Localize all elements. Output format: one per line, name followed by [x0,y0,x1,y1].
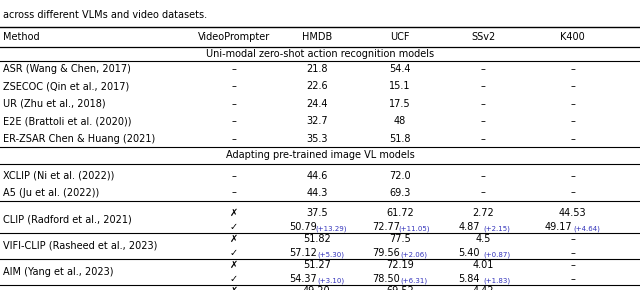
Text: 5.40: 5.40 [458,248,480,258]
Text: –: – [481,171,486,181]
Text: –: – [570,116,575,126]
Text: 72.77: 72.77 [372,222,400,232]
Text: 49.20: 49.20 [303,286,331,290]
Text: 4.87: 4.87 [458,222,480,232]
Text: ✓: ✓ [230,248,237,258]
Text: –: – [481,99,486,109]
Text: –: – [231,171,236,181]
Text: (+4.64): (+4.64) [573,225,600,232]
Text: 24.4: 24.4 [306,99,328,109]
Text: E2E (Brattoli et al. (2020)): E2E (Brattoli et al. (2020)) [3,116,132,126]
Text: SSv2: SSv2 [471,32,495,42]
Text: (+2.06): (+2.06) [401,251,428,258]
Text: 79.56: 79.56 [372,248,400,258]
Text: –: – [231,81,236,91]
Text: –: – [570,274,575,284]
Text: 35.3: 35.3 [306,134,328,144]
Text: –: – [231,188,236,197]
Text: A5 (Ju et al. (2022)): A5 (Ju et al. (2022)) [3,188,99,197]
Text: 51.27: 51.27 [303,260,331,270]
Text: (+11.05): (+11.05) [398,225,430,232]
Text: –: – [481,64,486,74]
Text: 48: 48 [394,116,406,126]
Text: ✗: ✗ [230,234,237,244]
Text: 78.50: 78.50 [372,274,400,284]
Text: (+2.15): (+2.15) [484,225,511,232]
Text: –: – [570,81,575,91]
Text: 32.7: 32.7 [306,116,328,126]
Text: (+3.10): (+3.10) [317,278,344,284]
Text: XCLIP (Ni et al. (2022)): XCLIP (Ni et al. (2022)) [3,171,115,181]
Text: –: – [481,134,486,144]
Text: 5.84: 5.84 [458,274,480,284]
Text: –: – [481,81,486,91]
Text: VideoPrompter: VideoPrompter [198,32,269,42]
Text: –: – [570,248,575,258]
Text: Adapting pre-trained image VL models: Adapting pre-trained image VL models [226,151,414,160]
Text: 50.79: 50.79 [289,222,317,232]
Text: –: – [231,99,236,109]
Text: 61.72: 61.72 [386,208,414,218]
Text: 17.5: 17.5 [389,99,411,109]
Text: 72.19: 72.19 [386,260,414,270]
Text: ✗: ✗ [230,208,237,218]
Text: 4.42: 4.42 [472,286,494,290]
Text: 15.1: 15.1 [389,81,411,91]
Text: –: – [231,64,236,74]
Text: 54.4: 54.4 [389,64,411,74]
Text: (+5.30): (+5.30) [317,251,344,258]
Text: ASR (Wang & Chen, 2017): ASR (Wang & Chen, 2017) [3,64,131,74]
Text: 44.53: 44.53 [559,208,587,218]
Text: 44.3: 44.3 [306,188,328,197]
Text: –: – [570,99,575,109]
Text: (+13.29): (+13.29) [315,225,347,232]
Text: VIFI-CLIP (Rasheed et al., 2023): VIFI-CLIP (Rasheed et al., 2023) [3,241,157,251]
Text: –: – [231,134,236,144]
Text: 37.5: 37.5 [306,208,328,218]
Text: 51.82: 51.82 [303,234,331,244]
Text: HMDB: HMDB [301,32,332,42]
Text: 57.12: 57.12 [289,248,317,258]
Text: UR (Zhu et al., 2018): UR (Zhu et al., 2018) [3,99,106,109]
Text: 69.3: 69.3 [389,188,411,197]
Text: –: – [570,188,575,197]
Text: 4.5: 4.5 [476,234,491,244]
Text: 54.37: 54.37 [289,274,317,284]
Text: 2.72: 2.72 [472,208,494,218]
Text: 69.52: 69.52 [386,286,414,290]
Text: –: – [481,116,486,126]
Text: across different VLMs and video datasets.: across different VLMs and video datasets… [3,10,207,20]
Text: CLIP (Radford et al., 2021): CLIP (Radford et al., 2021) [3,215,132,225]
Text: AIM (Yang et al., 2023): AIM (Yang et al., 2023) [3,267,114,277]
Text: –: – [570,234,575,244]
Text: 21.8: 21.8 [306,64,328,74]
Text: –: – [570,286,575,290]
Text: UCF: UCF [390,32,410,42]
Text: 77.5: 77.5 [389,234,411,244]
Text: 49.17: 49.17 [545,222,573,232]
Text: ✗: ✗ [230,260,237,270]
Text: 72.0: 72.0 [389,171,411,181]
Text: ✓: ✓ [230,222,237,232]
Text: –: – [570,134,575,144]
Text: (+0.87): (+0.87) [484,251,511,258]
Text: Uni-modal zero-shot action recognition models: Uni-modal zero-shot action recognition m… [206,49,434,59]
Text: ✗: ✗ [230,286,237,290]
Text: (+1.83): (+1.83) [484,278,511,284]
Text: ER-ZSAR Chen & Huang (2021): ER-ZSAR Chen & Huang (2021) [3,134,156,144]
Text: –: – [481,188,486,197]
Text: –: – [231,116,236,126]
Text: 51.8: 51.8 [389,134,411,144]
Text: Method: Method [3,32,40,42]
Text: –: – [570,171,575,181]
Text: ZSECOC (Qin et al., 2017): ZSECOC (Qin et al., 2017) [3,81,129,91]
Text: 4.01: 4.01 [472,260,494,270]
Text: ✓: ✓ [230,274,237,284]
Text: –: – [570,260,575,270]
Text: –: – [570,64,575,74]
Text: 44.6: 44.6 [306,171,328,181]
Text: K400: K400 [561,32,585,42]
Text: (+6.31): (+6.31) [401,278,428,284]
Text: 22.6: 22.6 [306,81,328,91]
